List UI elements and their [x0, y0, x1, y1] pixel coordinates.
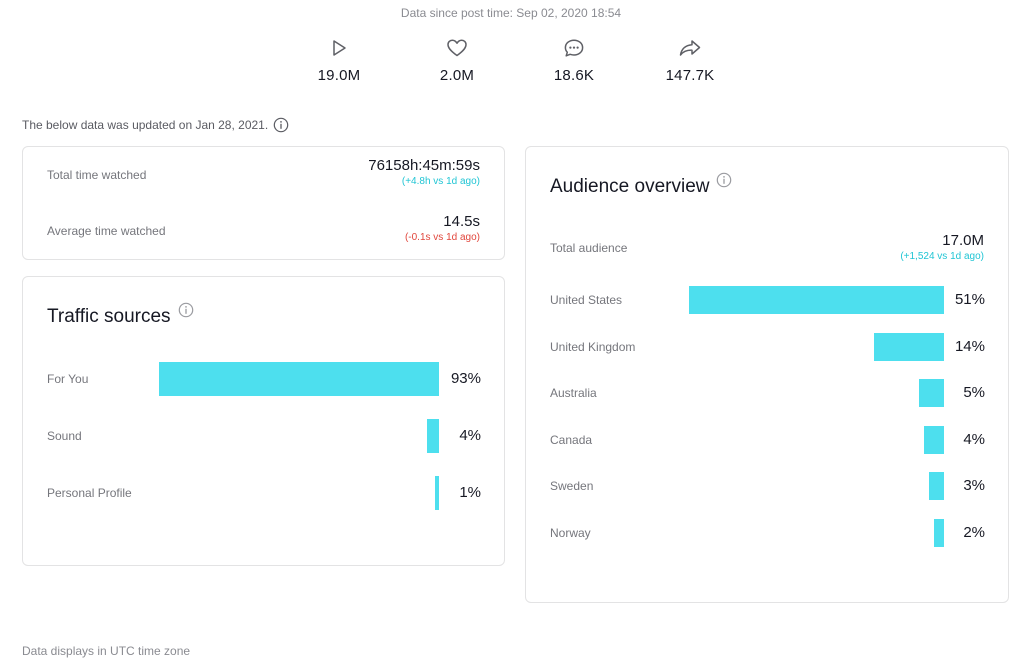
average-time-watched-delta: (-0.1s vs 1d ago)	[404, 232, 480, 243]
audience-country-bar	[929, 472, 944, 501]
audience-country-percent: 2%	[963, 524, 985, 541]
engagement-stats: 19.0M 2.0M 18.6K 147.7K	[0, 38, 1022, 88]
traffic-source-bar	[426, 419, 439, 453]
play-icon	[289, 38, 389, 58]
audience-country-percent: 5%	[963, 384, 985, 402]
stat-shares: 147.7K	[640, 38, 740, 84]
audience-country-bar	[924, 425, 944, 454]
traffic-sources-title: Traffic sources	[47, 302, 194, 328]
heart-icon	[407, 38, 507, 58]
likes-count: 2.0M	[439, 67, 475, 84]
total-audience-delta: (+1,524 vs 1d ago)	[900, 251, 984, 262]
updated-text: The below data was updated on Jan 28, 20…	[22, 118, 269, 132]
comments-count: 18.6K	[553, 67, 595, 84]
comment-icon	[524, 38, 624, 58]
total-time-watched-delta: (+4.8h vs 1d ago)	[401, 176, 480, 187]
traffic-source-bar	[159, 362, 439, 396]
stat-likes: 2.0M	[407, 38, 507, 84]
audience-country-bar	[934, 519, 944, 547]
audience-country-label: Australia	[550, 386, 597, 401]
average-time-watched: 14.5s (-0.1s vs 1d ago)	[405, 213, 480, 243]
audience-overview-title: Audience overview	[550, 172, 732, 198]
audience-country-label: United Kingdom	[550, 339, 636, 354]
info-icon[interactable]	[178, 302, 194, 318]
audience-country-percent: 4%	[963, 430, 985, 448]
audience-country-bar	[919, 379, 944, 408]
info-icon[interactable]	[273, 117, 289, 133]
shares-count: 147.7K	[665, 67, 715, 84]
traffic-source-percent: 1%	[459, 484, 481, 501]
audience-country-label: Canada	[550, 432, 593, 447]
post-time-note: Data since post time: Sep 02, 2020 18:54	[400, 6, 622, 20]
average-time-watched-label: Average time watched	[47, 224, 166, 238]
traffic-source-percent: 4%	[459, 427, 481, 444]
audience-country-bar	[689, 286, 944, 314]
traffic-sources-card: Traffic sources For You 93% Sound 4% Persona…	[22, 276, 505, 566]
audience-country-percent: 51%	[954, 291, 985, 308]
traffic-source-percent: 93%	[450, 370, 481, 387]
stat-views: 19.0M	[289, 38, 389, 84]
timezone-note: Data displays in UTC time zone	[22, 644, 191, 658]
audience-overview-title-text: Audience overview	[550, 176, 710, 197]
total-audience-label: Total audience	[550, 241, 628, 255]
traffic-sources-title-text: Traffic sources	[47, 306, 171, 327]
watch-time-card: Total time watched 76158h:45m:59s (+4.8h…	[22, 146, 505, 260]
traffic-source-label: For You	[47, 372, 89, 386]
audience-country-label: Norway	[550, 526, 591, 540]
audience-overview-card: Audience overview Total audience 17.0M (…	[525, 146, 1009, 603]
traffic-source-label: Sound	[47, 429, 82, 443]
info-icon[interactable]	[716, 172, 732, 188]
total-audience-value: 17.0M	[942, 232, 984, 249]
audience-country-label: United States	[550, 293, 623, 307]
traffic-source-label: Personal Profile	[47, 486, 132, 500]
average-time-watched-value: 14.5s	[443, 213, 480, 230]
audience-country-percent: 14%	[954, 337, 985, 355]
audience-country-label: Sweden	[550, 479, 594, 494]
data-updated-note: The below data was updated on Jan 28, 20…	[22, 117, 289, 133]
share-icon	[640, 38, 740, 58]
total-time-watched-label: Total time watched	[47, 168, 147, 182]
views-count: 19.0M	[317, 67, 361, 84]
stat-comments: 18.6K	[524, 38, 624, 84]
total-audience: 17.0M (+1,524 vs 1d ago)	[900, 232, 984, 262]
total-time-watched: 76158h:45m:59s (+4.8h vs 1d ago)	[368, 157, 480, 187]
total-time-watched-value: 76158h:45m:59s	[368, 157, 480, 174]
audience-country-bar	[874, 332, 944, 361]
traffic-source-bar	[435, 476, 439, 510]
audience-country-percent: 3%	[963, 477, 985, 495]
